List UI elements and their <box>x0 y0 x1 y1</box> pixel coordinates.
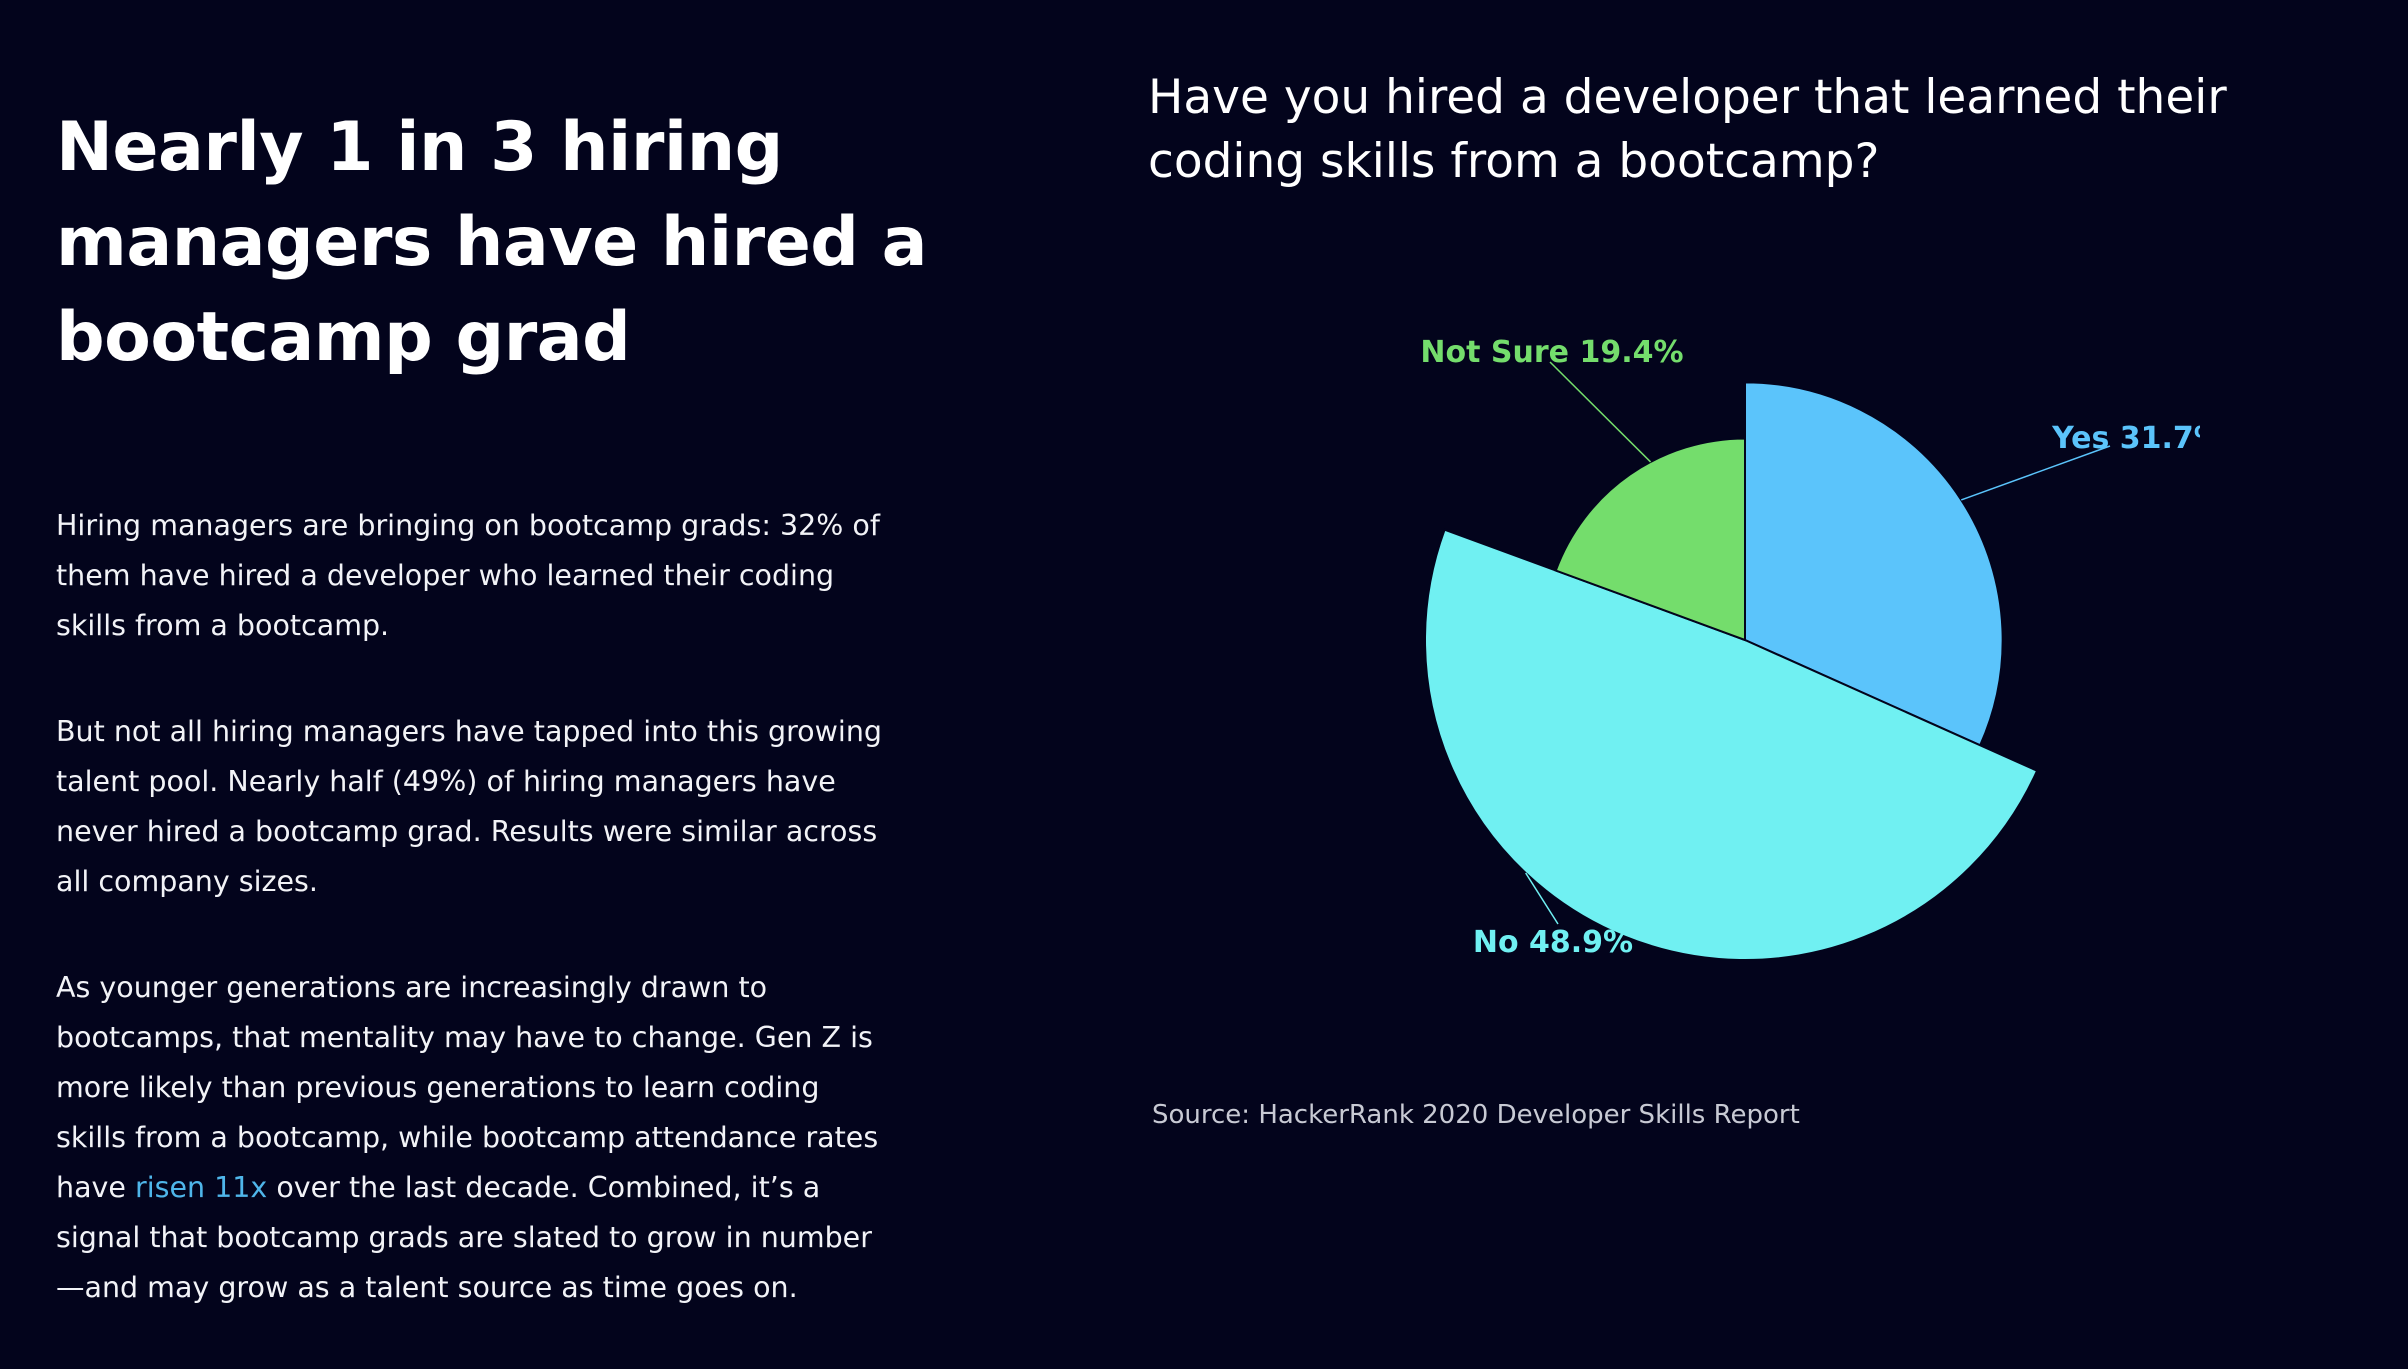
risen-11x-link[interactable]: risen 11x <box>135 1171 268 1204</box>
paragraph-3: As younger generations are increasingly … <box>56 963 886 1313</box>
pie-chart: Yes 31.7% No 48.9% Not Sure 19.4% <box>1420 335 2200 961</box>
source-note: Source: HackerRank 2020 Developer Skills… <box>1152 1100 1800 1130</box>
headline: Nearly 1 in 3 hiring managers have hired… <box>56 108 928 377</box>
paragraph-2: But not all hiring managers have tapped … <box>56 715 882 898</box>
article-column: Nearly 1 in 3 hiring managers have hired… <box>56 100 956 1369</box>
leader-line-no <box>1525 872 1559 925</box>
body-text: Hiring managers are bringing on bootcamp… <box>56 501 886 1313</box>
data-label-no: No 48.9% <box>1473 925 1633 960</box>
paragraph-3-start: As younger generations are increasingly … <box>56 971 879 1204</box>
pie-slice-not-sure <box>1554 437 1746 642</box>
pie-slice-no <box>1424 528 2039 961</box>
chart-title: Have you hired a developer that learned … <box>1148 70 2227 189</box>
leader-line-not-sure <box>1549 361 1652 463</box>
paragraph-3-end: over the last decade. Combined, it’s a s… <box>56 1171 872 1304</box>
leader-line-yes <box>1960 445 2111 501</box>
data-label-yes: Yes 31.7% <box>2051 421 2200 456</box>
data-label-not-sure: Not Sure 19.4% <box>1420 335 1683 370</box>
paragraph-1: Hiring managers are bringing on bootcamp… <box>56 509 880 642</box>
pie-slice-yes <box>1744 381 2004 747</box>
